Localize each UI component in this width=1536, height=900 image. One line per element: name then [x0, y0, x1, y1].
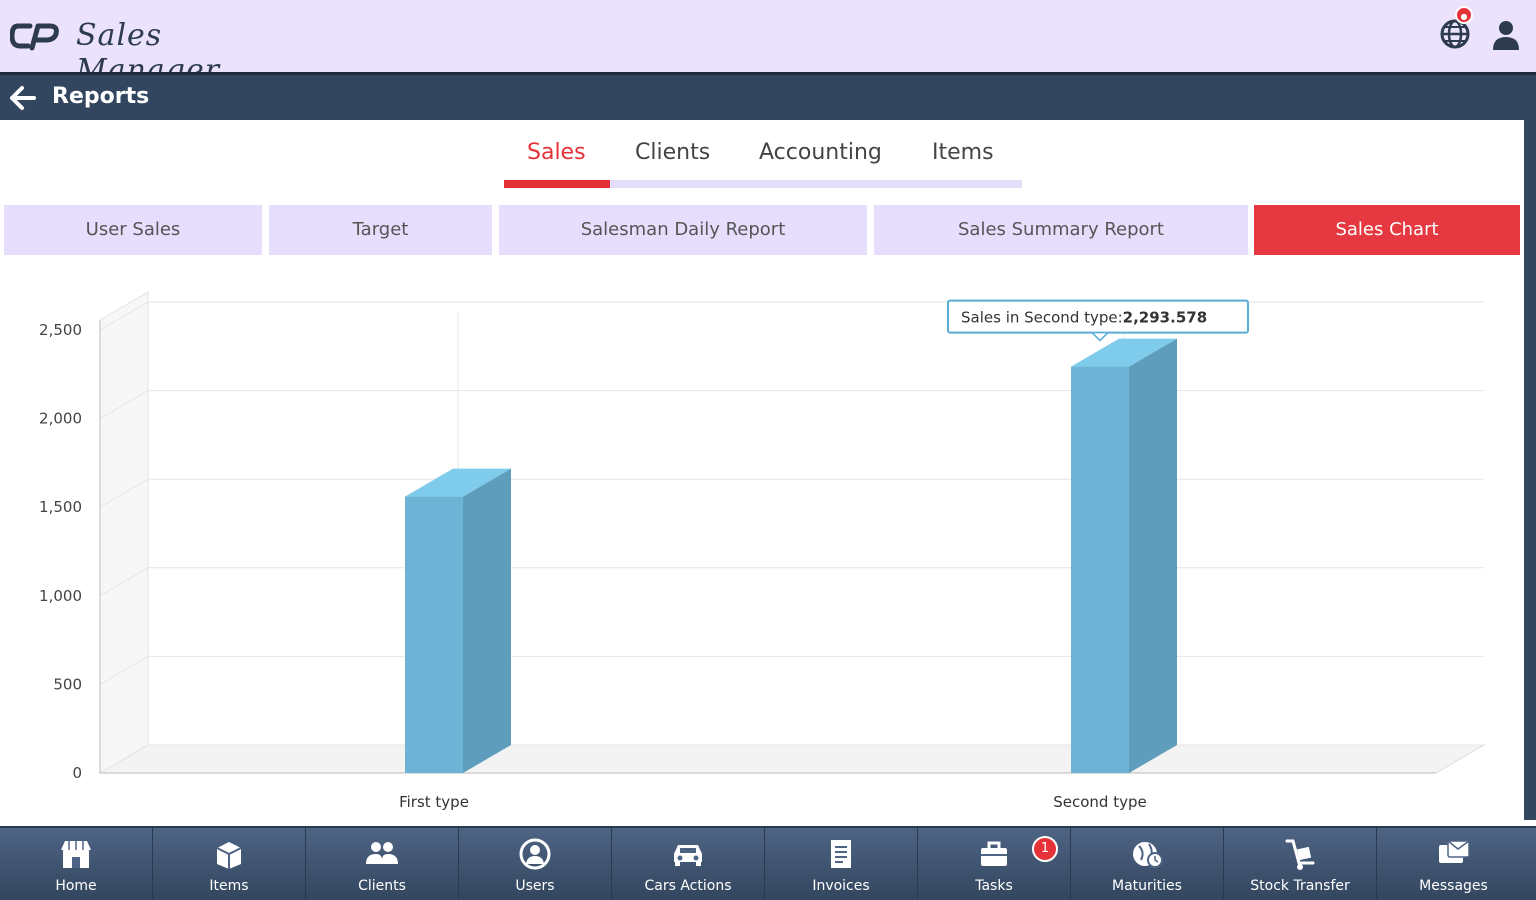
user-icon	[1493, 21, 1519, 50]
car-icon	[674, 845, 702, 866]
nav-label: Messages	[1419, 878, 1488, 894]
chart-tooltip-text: Sales in Second type:2,293.578	[961, 309, 1207, 327]
back-button[interactable]	[8, 83, 38, 113]
people-icon	[366, 842, 398, 864]
nav-label: Tasks	[975, 878, 1013, 894]
bar-top	[1071, 338, 1177, 367]
y-tick-label: 1,000	[39, 587, 82, 605]
subtab-user-sales[interactable]: User Sales	[4, 205, 262, 255]
notification-dot: ●	[1455, 6, 1473, 24]
language-button[interactable]: ●	[1437, 6, 1477, 54]
store-icon	[61, 841, 91, 868]
chart-floor	[98, 744, 1486, 774]
tab-indicator	[504, 180, 610, 188]
y-tick-label: 0	[72, 764, 82, 782]
nav-label: Items	[209, 878, 249, 894]
invoice-icon	[831, 840, 851, 868]
app-header: Sales Manager ●	[0, 0, 1536, 88]
y-tick-label: 500	[53, 675, 82, 693]
chart-tooltip-value: 2,293.578	[1123, 309, 1207, 327]
bar-top	[405, 468, 511, 497]
y-tick-label: 2,000	[39, 410, 82, 428]
box-icon	[216, 842, 242, 869]
tab-sales[interactable]: Sales	[527, 140, 586, 165]
y-tick-label: 1,500	[39, 498, 82, 516]
chart-tooltip-label: Sales in Second type:	[961, 309, 1123, 327]
subtab-sales-summary-report[interactable]: Sales Summary Report	[874, 205, 1248, 255]
nav-label: Home	[55, 878, 97, 894]
subtab-salesman-daily-report[interactable]: Salesman Daily Report	[499, 205, 867, 255]
chart-gridline	[99, 478, 1484, 508]
bottom-navigation: Home Items Clients Users	[0, 826, 1536, 900]
nav-tasks[interactable]: Tasks 1	[918, 828, 1071, 900]
chart-gridline	[99, 744, 1484, 774]
tab-items[interactable]: Items	[932, 140, 994, 165]
bar-side	[463, 468, 511, 773]
page-titlebar: Reports	[0, 72, 1536, 120]
bar	[1071, 366, 1129, 773]
report-tabs: Sales Clients Accounting Items	[504, 134, 1022, 190]
scrollbar[interactable]	[1524, 120, 1536, 820]
y-tick-label: 2,500	[39, 321, 82, 339]
tab-clients[interactable]: Clients	[635, 140, 711, 165]
arrow-left-icon	[10, 86, 36, 110]
chart-gridline	[99, 301, 1484, 331]
trolley-icon	[1285, 839, 1315, 870]
globe-icon	[1440, 19, 1470, 49]
sales-chart: 0 500 1,000 1,500 2,000 2,500 First type Second…	[39, 291, 1486, 811]
page-title: Reports	[52, 84, 150, 109]
chart-gridline	[99, 655, 1484, 685]
nav-label: Clients	[358, 878, 406, 894]
chart-gridline	[99, 390, 1484, 420]
profile-button[interactable]	[1489, 18, 1523, 52]
bar	[405, 496, 463, 773]
nav-label: Invoices	[812, 878, 870, 894]
app-logo: Sales Manager	[10, 14, 280, 88]
nav-label: Stock Transfer	[1250, 878, 1350, 894]
nav-stock-transfer[interactable]: Stock Transfer	[1224, 828, 1377, 900]
nav-cars-actions[interactable]: Cars Actions	[612, 828, 765, 900]
tasks-badge: 1	[1032, 836, 1058, 862]
nav-messages[interactable]: Messages	[1377, 828, 1530, 900]
globe-clock-icon	[1133, 842, 1163, 868]
x-tick-label: First type	[399, 793, 469, 811]
chart-gridline	[99, 567, 1484, 597]
bar-side	[1129, 338, 1177, 773]
nav-users[interactable]: Users	[459, 828, 612, 900]
chart-tooltip-pointer	[1090, 331, 1110, 342]
tab-track	[504, 180, 1022, 188]
nav-label: Cars Actions	[644, 878, 732, 894]
user-circle-icon	[519, 838, 551, 870]
nav-label: Maturities	[1112, 878, 1182, 894]
nav-clients[interactable]: Clients	[306, 828, 459, 900]
x-tick-label: Second type	[1053, 793, 1146, 811]
nav-items[interactable]: Items	[153, 828, 306, 900]
nav-label: Users	[515, 878, 555, 894]
subtab-sales-chart[interactable]: Sales Chart	[1254, 205, 1520, 255]
nav-maturities[interactable]: Maturities	[1071, 828, 1224, 900]
logo-mark-icon	[10, 23, 59, 51]
nav-home[interactable]: Home	[0, 828, 153, 900]
chart-side-wall	[99, 291, 149, 774]
message-icon	[1438, 840, 1470, 863]
briefcase-icon	[981, 841, 1007, 866]
tab-accounting[interactable]: Accounting	[759, 140, 882, 165]
subtab-target[interactable]: Target	[269, 205, 492, 255]
nav-invoices[interactable]: Invoices	[765, 828, 918, 900]
